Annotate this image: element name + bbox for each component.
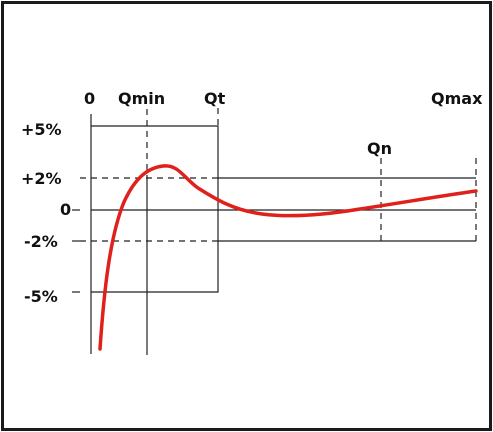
label-qt: Qt <box>204 89 226 108</box>
label-qmax: Qmax <box>431 89 483 108</box>
label-zero-error: 0 <box>60 200 71 219</box>
error-curve <box>98 164 478 351</box>
tolerance-box-low-flow <box>91 125 219 293</box>
label-plus-5-percent: +5% <box>21 120 62 139</box>
label-zero-flow: 0 <box>84 89 95 108</box>
label-minus-5-percent: -5% <box>24 287 58 306</box>
label-minus-2-percent: -2% <box>24 232 58 251</box>
label-plus-2-percent: +2% <box>21 169 62 188</box>
label-qmin: Qmin <box>118 89 165 108</box>
label-qn: Qn <box>367 139 392 158</box>
